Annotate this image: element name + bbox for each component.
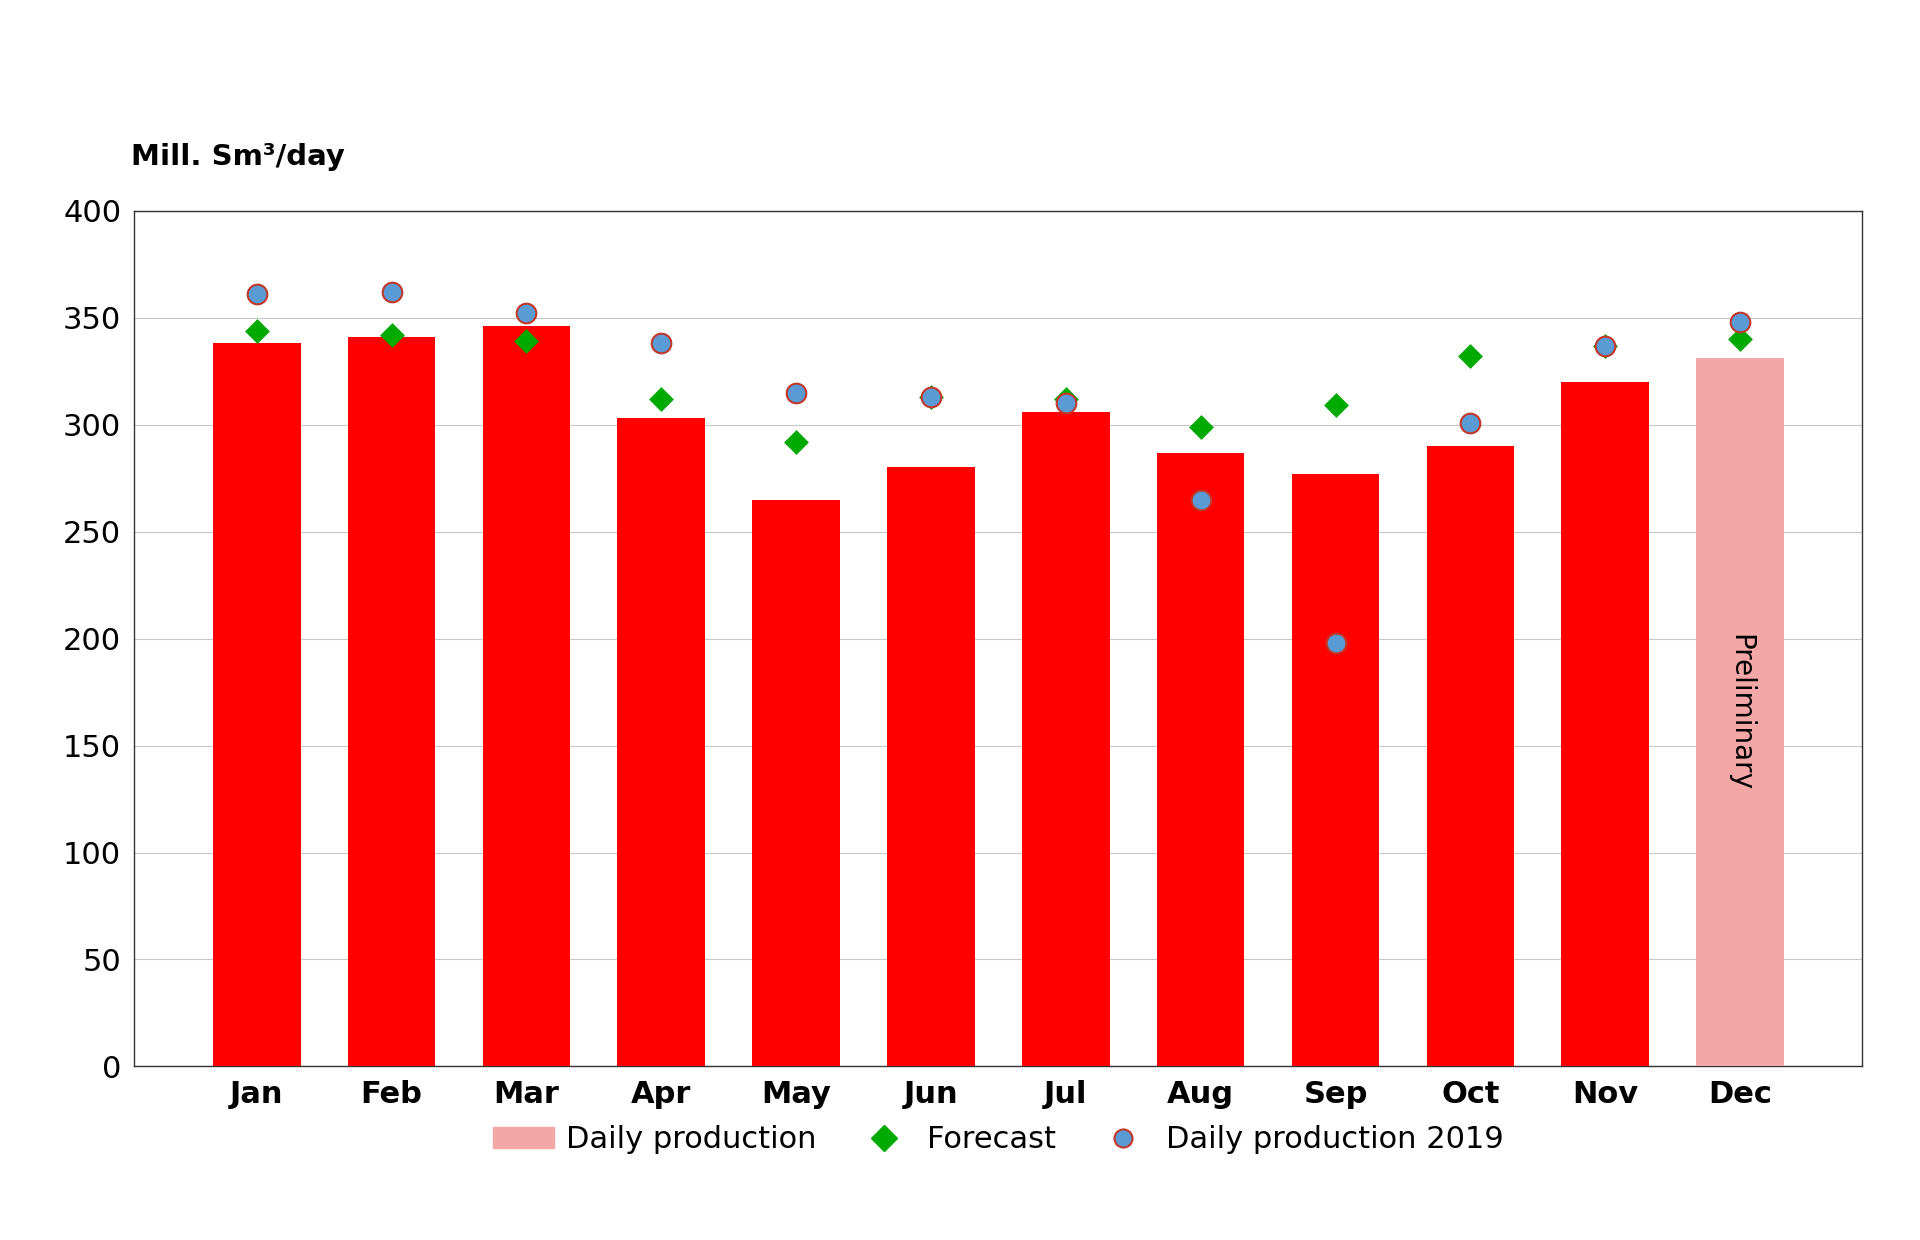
Point <box>1590 336 1620 356</box>
Point <box>242 284 273 304</box>
Text: Mill. Sm³/day: Mill. Sm³/day <box>131 143 344 171</box>
Point <box>1050 393 1081 413</box>
Point <box>645 334 676 353</box>
Bar <box>348 337 436 1066</box>
Point <box>1321 632 1352 652</box>
Point <box>511 304 541 324</box>
Point <box>511 331 541 351</box>
Point <box>1185 490 1215 510</box>
Bar <box>213 343 301 1066</box>
Point <box>1185 417 1215 436</box>
Point <box>1455 413 1486 433</box>
Bar <box>1427 446 1515 1066</box>
Point <box>1724 312 1755 332</box>
Point <box>916 387 947 407</box>
Point <box>1724 329 1755 348</box>
Legend: Daily production, Forecast, Daily production 2019: Daily production, Forecast, Daily produc… <box>480 1114 1517 1167</box>
Point <box>1050 389 1081 409</box>
Point <box>376 325 407 345</box>
Bar <box>1561 382 1649 1066</box>
Text: Preliminary: Preliminary <box>1726 634 1755 791</box>
Bar <box>1158 453 1244 1066</box>
Point <box>242 321 273 341</box>
Point <box>645 389 676 409</box>
Bar <box>1695 358 1784 1066</box>
Bar <box>887 467 975 1066</box>
Bar <box>1021 412 1110 1066</box>
Point <box>1590 336 1620 356</box>
Bar <box>1292 474 1379 1066</box>
Point <box>1455 346 1486 366</box>
Point <box>916 387 947 407</box>
Point <box>781 383 812 403</box>
Point <box>1321 396 1352 415</box>
Bar <box>482 326 570 1066</box>
Point <box>376 283 407 303</box>
Point <box>781 432 812 451</box>
Bar <box>618 418 705 1066</box>
Bar <box>753 500 839 1066</box>
